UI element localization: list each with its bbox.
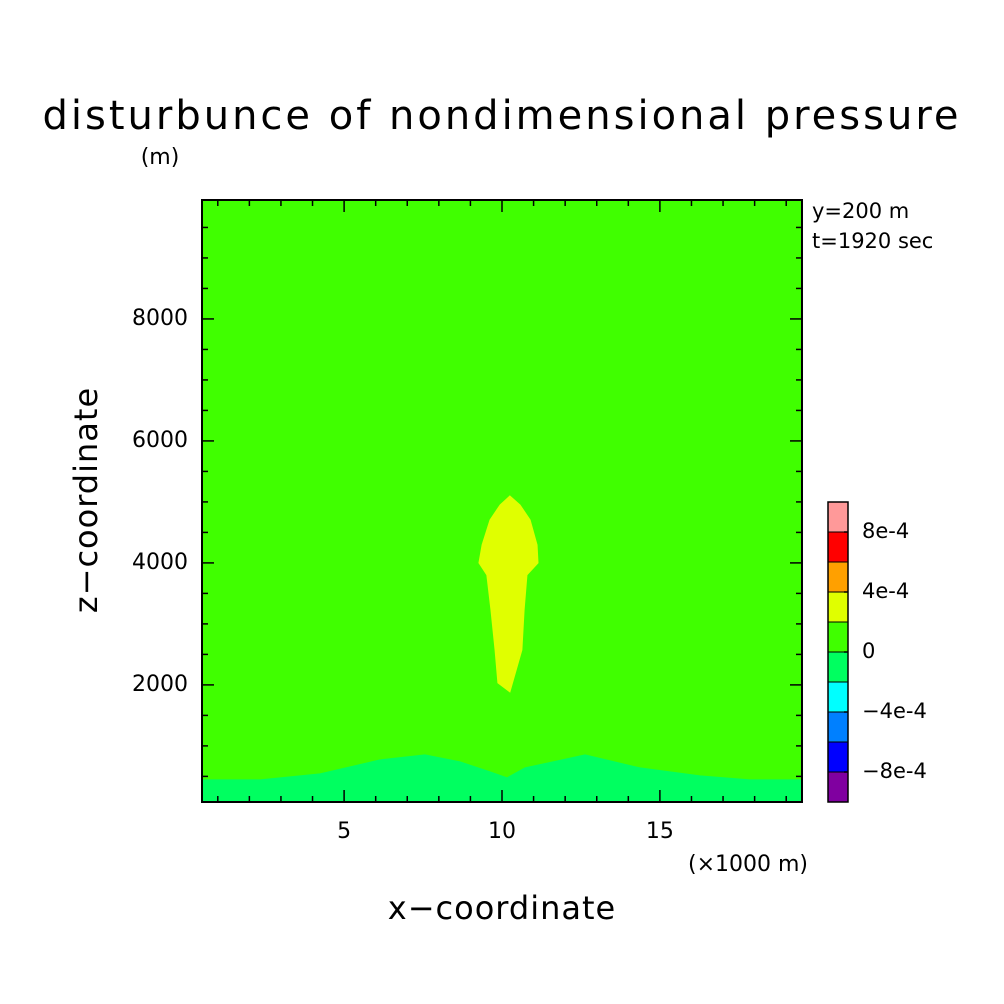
colorbar-label: 8e-4 bbox=[862, 519, 909, 543]
colorbar-swatch bbox=[827, 771, 849, 803]
colorbar-swatch bbox=[827, 711, 849, 743]
chart-title: disturbunce of nondimensional pressure bbox=[43, 93, 962, 139]
x-tick-label: 5 bbox=[337, 819, 351, 844]
y-tick-label: 2000 bbox=[132, 672, 188, 697]
colorbar-swatch bbox=[827, 591, 849, 623]
annotation: y=200 m bbox=[812, 199, 909, 223]
colorbar-swatch bbox=[827, 531, 849, 563]
colorbar-label: 0 bbox=[862, 639, 875, 663]
colorbar-label: −8e-4 bbox=[862, 759, 927, 783]
y-unit: (m) bbox=[141, 145, 180, 170]
colorbar-swatch bbox=[827, 651, 849, 683]
colorbar-swatch bbox=[827, 501, 849, 533]
x-unit: (×1000 m) bbox=[688, 852, 808, 877]
annotation: t=1920 sec bbox=[812, 229, 933, 253]
x-tick-label: 15 bbox=[646, 819, 674, 844]
colorbar-swatch bbox=[827, 561, 849, 593]
x-tick-label: 10 bbox=[488, 819, 516, 844]
x-axis-label: x−coordinate bbox=[388, 889, 616, 927]
contour-region bbox=[478, 495, 539, 693]
colorbar-swatch bbox=[827, 681, 849, 713]
colorbar-label: 4e-4 bbox=[862, 579, 909, 603]
colorbar-label: −4e-4 bbox=[862, 699, 927, 723]
contour-region bbox=[201, 199, 803, 803]
colorbar-swatch bbox=[827, 741, 849, 773]
y-tick-label: 8000 bbox=[132, 306, 188, 331]
y-tick-label: 4000 bbox=[132, 550, 188, 575]
y-axis-label: z−coordinate bbox=[67, 387, 105, 613]
colorbar-swatch bbox=[827, 621, 849, 653]
y-tick-label: 6000 bbox=[132, 428, 188, 453]
